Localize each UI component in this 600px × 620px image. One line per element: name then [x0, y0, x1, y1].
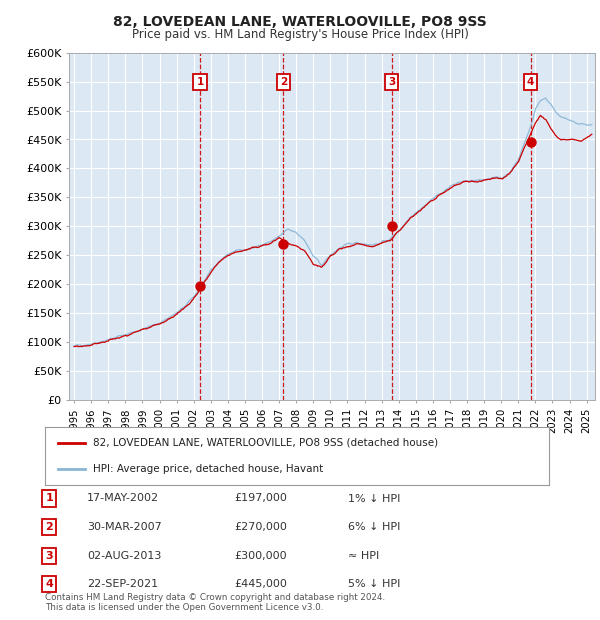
Text: £445,000: £445,000 [234, 579, 287, 589]
Text: £300,000: £300,000 [234, 551, 287, 561]
Text: 3: 3 [46, 551, 53, 561]
Text: 22-SEP-2021: 22-SEP-2021 [87, 579, 158, 589]
Text: ≈ HPI: ≈ HPI [348, 551, 379, 561]
Text: 1: 1 [46, 494, 53, 503]
Text: 17-MAY-2002: 17-MAY-2002 [87, 494, 159, 503]
Text: 3: 3 [388, 78, 395, 87]
Text: 82, LOVEDEAN LANE, WATERLOOVILLE, PO8 9SS (detached house): 82, LOVEDEAN LANE, WATERLOOVILLE, PO8 9S… [93, 438, 438, 448]
Text: 4: 4 [527, 78, 535, 87]
Text: 82, LOVEDEAN LANE, WATERLOOVILLE, PO8 9SS: 82, LOVEDEAN LANE, WATERLOOVILLE, PO8 9S… [113, 16, 487, 30]
Text: 5% ↓ HPI: 5% ↓ HPI [348, 579, 400, 589]
Text: 2: 2 [46, 522, 53, 532]
Text: 1% ↓ HPI: 1% ↓ HPI [348, 494, 400, 503]
Text: £270,000: £270,000 [234, 522, 287, 532]
Text: £197,000: £197,000 [234, 494, 287, 503]
Text: 02-AUG-2013: 02-AUG-2013 [87, 551, 161, 561]
Text: HPI: Average price, detached house, Havant: HPI: Average price, detached house, Hava… [93, 464, 323, 474]
Text: 30-MAR-2007: 30-MAR-2007 [87, 522, 162, 532]
Text: 2: 2 [280, 78, 287, 87]
Text: Contains HM Land Registry data © Crown copyright and database right 2024.
This d: Contains HM Land Registry data © Crown c… [45, 593, 385, 612]
Text: 4: 4 [45, 579, 53, 589]
Text: 6% ↓ HPI: 6% ↓ HPI [348, 522, 400, 532]
Text: 1: 1 [196, 78, 203, 87]
Text: Price paid vs. HM Land Registry's House Price Index (HPI): Price paid vs. HM Land Registry's House … [131, 28, 469, 41]
